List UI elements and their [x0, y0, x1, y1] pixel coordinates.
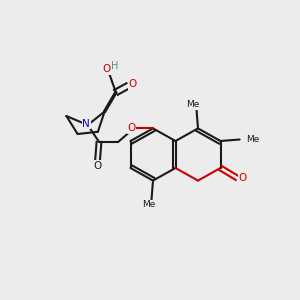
Text: N: N — [82, 118, 90, 128]
Text: O: O — [93, 160, 102, 170]
Text: Me: Me — [142, 200, 156, 209]
Text: Me: Me — [246, 135, 260, 144]
Text: O: O — [129, 79, 137, 89]
Text: O: O — [238, 173, 246, 183]
Text: H: H — [111, 61, 119, 71]
Text: Me: Me — [186, 100, 200, 109]
Text: O: O — [103, 64, 111, 74]
Text: O: O — [128, 123, 136, 134]
